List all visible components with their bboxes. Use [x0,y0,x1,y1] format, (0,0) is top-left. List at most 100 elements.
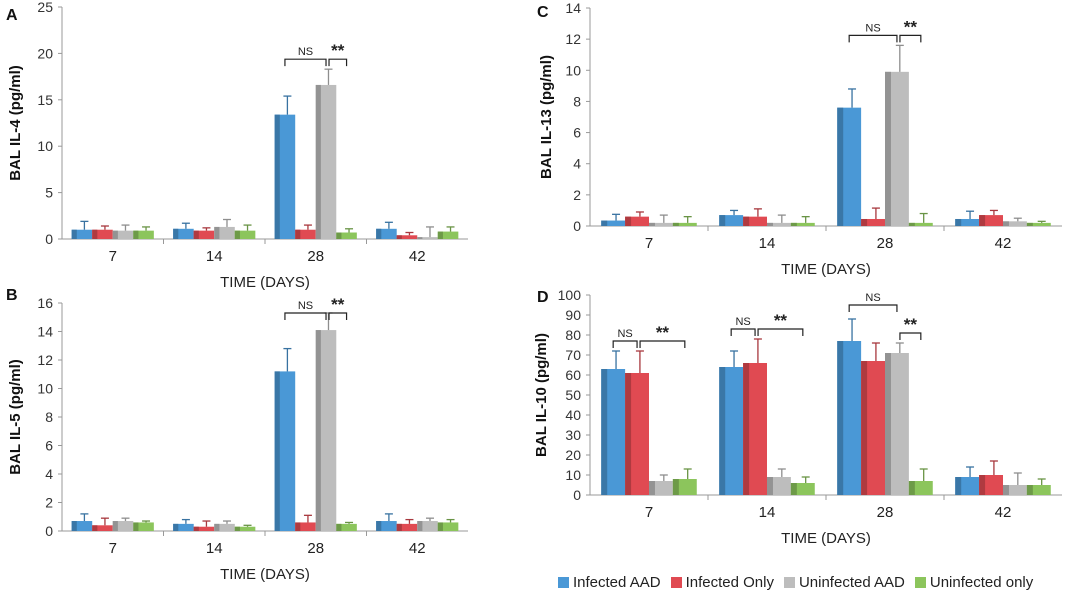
y-tick-label: 2 [573,187,581,203]
bar-uninfected-aad-42 [417,237,438,239]
bar-edge-uninfected-only-42 [437,522,443,531]
bar-uninfected-aad-42 [1003,221,1027,226]
y-tick-label: 2 [45,495,53,511]
bar-edge-infected-aad-42 [376,521,382,531]
x-tick-label: 14 [759,235,776,252]
bar-infected-aad-7 [71,521,93,531]
significance-label: ** [904,315,918,334]
bar-edge-uninfected-aad-42 [1003,221,1009,226]
bar-edge-infected-aad-42 [376,228,382,239]
bar-uninfected-only-42 [1026,222,1051,226]
bar-edge-infected-only-42 [979,215,986,226]
bar-uninfected-only-7 [133,230,154,239]
bar-edge-infected-only-14 [193,230,199,239]
y-tick-label: 70 [565,347,581,363]
bar-edge-infected-only-7 [625,216,632,226]
y-tick-label: 0 [45,523,53,539]
bar-uninfected-only-14 [234,230,256,239]
y-tick-label: 90 [565,307,581,323]
y-tick-label: 20 [37,45,53,61]
bar-edge-infected-aad-14 [719,215,726,226]
bar-uninfected-aad-7 [112,230,134,239]
significance-bracket [328,312,348,320]
bar-edge-infected-aad-28 [274,371,280,531]
panel-label: D [537,289,549,306]
bar-infected-only-28 [295,522,316,531]
bar-infected-only-28 [861,218,885,226]
x-tick-label: 42 [995,504,1012,521]
bar-uninfected-only-28 [908,222,933,226]
bar-uninfected-only-42 [1026,485,1051,495]
y-tick-label: 10 [565,467,581,483]
bar-edge-uninfected-aad-7 [649,481,655,495]
bar-edge-infected-only-28 [861,218,868,226]
bar-edge-infected-aad-14 [173,228,179,239]
bar-infected-aad-42 [376,228,397,239]
chart-panel-a: A 0 5 10 15 20 25 BAL IL-4 (pg/ml) TIME (DAYS) 7 1… [6,0,468,291]
bar-infected-only-42 [979,215,1003,226]
bar-edge-infected-aad-42 [955,477,962,495]
x-axis-label: TIME (DAYS) [781,261,871,278]
bar-edge-infected-aad-7 [601,220,608,226]
bar-edge-uninfected-aad-42 [1003,485,1009,495]
bar-edge-infected-only-14 [743,363,750,495]
bar-edge-uninfected-only-7 [672,222,679,226]
bar-edge-infected-aad-28 [837,107,844,226]
y-tick-label: 6 [573,125,581,141]
y-tick-label: 4 [45,466,53,482]
x-tick-label: 7 [109,248,117,265]
y-tick-label: 20 [565,447,581,463]
legend-item-uninfected-only: Uninfected only [914,574,1033,591]
x-axis-label: TIME (DAYS) [781,530,871,547]
bar-edge-uninfected-aad-14 [214,226,220,239]
bar-edge-uninfected-only-14 [234,230,240,239]
bar-edge-infected-aad-28 [274,114,280,239]
bar-edge-infected-only-7 [92,525,98,531]
bar-edge-infected-only-7 [625,373,632,495]
legend-label-infected-aad: Infected AAD [573,573,661,591]
bar-edge-infected-only-28 [861,361,868,495]
bar-edge-uninfected-only-14 [790,222,797,226]
x-tick-label: 28 [877,235,894,252]
bar-edge-infected-only-28 [295,522,301,531]
significance-bracket [848,34,898,43]
y-tick-label: 10 [37,381,53,397]
bar-uninfected-only-14 [234,526,256,531]
bar-infected-aad-42 [376,521,397,531]
y-tick-label: 10 [37,138,53,154]
y-tick-label: 14 [37,324,53,340]
bar-uninfected-only-28 [336,232,357,239]
y-tick-label: 6 [45,438,53,454]
legend-swatch-uninfected-only [914,576,926,588]
bar-edge-uninfected-only-28 [908,222,915,226]
legend-swatch-uninfected-aad [783,576,795,588]
significance-bracket [730,328,756,336]
y-axis-label: BAL IL-10 (pg/ml) [533,333,550,457]
bar-edge-infected-aad-7 [71,521,77,531]
bar-edge-uninfected-aad-28 [885,353,891,495]
y-tick-label: 5 [45,185,53,201]
bar-infected-aad-42 [955,218,980,226]
bar-edge-infected-only-14 [193,526,199,531]
y-tick-label: 100 [558,287,582,303]
bar-infected-only-14 [193,230,215,239]
bar-infected-aad-14 [173,228,194,239]
x-tick-label: 42 [409,248,426,265]
panel-label: C [537,4,549,21]
y-tick-label: 50 [565,387,581,403]
bar-edge-uninfected-aad-7 [112,230,118,239]
bar-uninfected-only-42 [437,231,459,239]
legend-label-uninfected-aad: Uninfected AAD [798,573,905,591]
x-tick-label: 7 [645,235,653,252]
bar-uninfected-aad-14 [214,523,235,531]
bar-uninfected-aad-42 [1003,485,1027,495]
y-tick-label: 0 [573,218,581,234]
legend-item-infected-aad: Infected AAD [558,574,661,591]
significance-bracket [328,58,348,67]
bar-edge-uninfected-aad-28 [315,330,321,531]
bar-uninfected-only-42 [437,522,459,531]
significance-bracket [639,340,686,348]
bar-edge-infected-only-28 [295,229,301,239]
bar-edge-uninfected-aad-14 [767,477,773,495]
